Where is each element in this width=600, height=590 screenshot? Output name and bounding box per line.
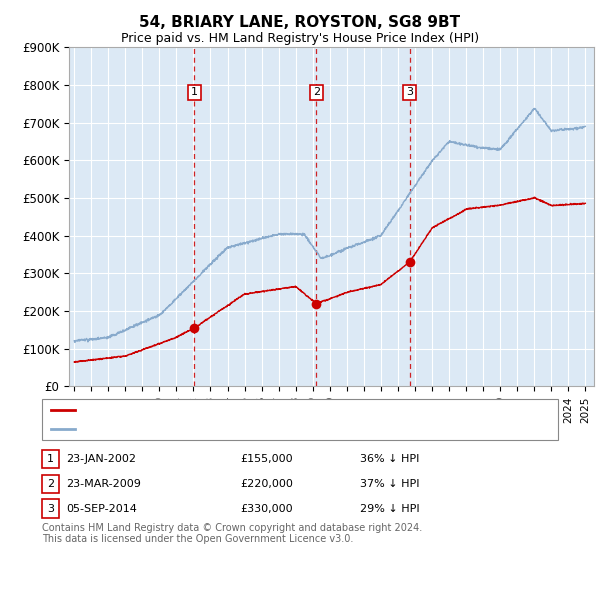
Text: 23-MAR-2009: 23-MAR-2009 [66, 479, 141, 489]
Text: 54, BRIARY LANE, ROYSTON, SG8 9BT (detached house): 54, BRIARY LANE, ROYSTON, SG8 9BT (detac… [81, 405, 392, 415]
Text: 29% ↓ HPI: 29% ↓ HPI [360, 504, 419, 514]
Text: £155,000: £155,000 [240, 454, 293, 464]
Text: 1: 1 [47, 454, 54, 464]
Text: 37% ↓ HPI: 37% ↓ HPI [360, 479, 419, 489]
Text: Contains HM Land Registry data © Crown copyright and database right 2024.
This d: Contains HM Land Registry data © Crown c… [42, 523, 422, 545]
Text: 23-JAN-2002: 23-JAN-2002 [66, 454, 136, 464]
Text: 1: 1 [191, 87, 198, 97]
Text: 2: 2 [313, 87, 320, 97]
Text: 2: 2 [47, 479, 54, 489]
Text: HPI: Average price, detached house, North Hertfordshire: HPI: Average price, detached house, Nort… [81, 424, 396, 434]
Text: £330,000: £330,000 [240, 504, 293, 514]
Text: 3: 3 [47, 504, 54, 514]
Text: £220,000: £220,000 [240, 479, 293, 489]
Text: Price paid vs. HM Land Registry's House Price Index (HPI): Price paid vs. HM Land Registry's House … [121, 32, 479, 45]
Text: 54, BRIARY LANE, ROYSTON, SG8 9BT: 54, BRIARY LANE, ROYSTON, SG8 9BT [139, 15, 461, 30]
Text: 3: 3 [406, 87, 413, 97]
Text: 36% ↓ HPI: 36% ↓ HPI [360, 454, 419, 464]
Text: 05-SEP-2014: 05-SEP-2014 [66, 504, 137, 514]
